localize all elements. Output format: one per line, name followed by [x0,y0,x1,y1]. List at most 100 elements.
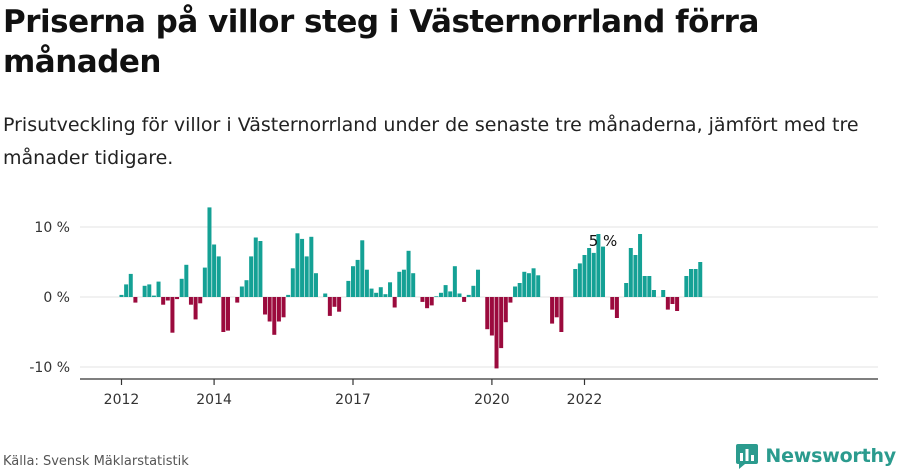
bar [378,287,383,297]
bar [522,271,527,297]
bar [462,297,467,302]
bar [596,234,601,297]
bar [633,255,638,297]
x-tick-label: 2020 [474,392,510,408]
bar [175,297,180,300]
bar [165,297,170,301]
brand-name: Newsworthy [765,445,896,467]
bar [397,271,402,297]
bar [156,281,161,297]
bar [675,297,680,311]
newsworthy-logo-icon [736,444,759,469]
bar [448,291,453,297]
bar [642,276,647,297]
bar [628,248,633,297]
axis-labels: 10 % 0 % -10 % 2012 2014 2017 2020 2022 5 % [29,220,617,408]
bar [610,297,615,310]
bar [309,236,314,297]
bar [202,267,207,297]
bar [184,264,189,297]
bar [513,286,518,297]
bar [276,297,281,322]
bar [670,297,675,304]
bar [452,266,457,297]
x-tick-label: 2012 [104,392,140,408]
bar [323,293,328,297]
bar [383,294,388,297]
bar [443,285,448,297]
bar [550,297,555,324]
y-tick-label: 0 % [43,290,70,306]
chart-subtitle: Prisutveckling för villor i Västernorrla… [3,114,859,169]
bar [536,275,541,297]
bar [601,246,606,297]
bar [517,283,522,297]
bar [425,297,430,309]
bar [693,269,698,297]
source-note: Källa: Svensk Mäklarstatistik [3,454,189,469]
bar [332,297,337,307]
bar [369,288,374,297]
bar [661,290,666,297]
bar [124,284,129,297]
bar [438,292,443,297]
bar [216,256,221,297]
bar [239,286,244,297]
bar [503,297,508,323]
bar [360,240,365,297]
bar [170,297,175,333]
x-tick-label: 2017 [335,392,371,408]
bars [119,207,703,369]
bar [388,282,393,297]
bar [582,255,587,297]
bar [698,262,703,297]
bar [434,296,439,297]
bar [614,297,619,318]
bar [225,297,230,331]
bar [304,256,309,297]
bar [531,268,536,297]
bar [647,276,652,297]
x-tick-label: 2022 [567,392,603,408]
bar [128,273,133,297]
bar [471,285,476,297]
bar [587,248,592,297]
bar [351,266,355,297]
bar [212,244,217,297]
bar [313,273,318,297]
bar [258,241,263,297]
chart-title: Priserna på villor steg i Västernorrland… [3,4,759,80]
bar [508,297,513,303]
bar [267,297,272,322]
bar [272,297,277,335]
bar [485,297,490,330]
bar [188,297,193,305]
bar [374,292,379,297]
bar [494,297,499,369]
bar [295,233,300,297]
x-axis [80,378,878,385]
bar [207,207,212,297]
bar [147,284,152,297]
bar [179,278,184,297]
bar [411,273,416,297]
bar [559,297,564,332]
bar [401,269,406,297]
bar [346,280,351,297]
bar [364,269,369,297]
bar [221,297,226,332]
bar [392,297,397,308]
bar [151,295,156,297]
value-annotation: 5 % [589,232,618,250]
bar [499,297,504,349]
y-tick-label: -10 % [29,360,70,376]
bar [420,297,425,302]
bar [119,294,124,297]
brand-logo[interactable]: Newsworthy [735,441,896,471]
bar [263,297,268,315]
bar [286,294,291,297]
bar [466,294,471,297]
y-tick-label: 10 % [34,220,70,236]
bar [638,234,643,297]
bar [235,297,240,303]
